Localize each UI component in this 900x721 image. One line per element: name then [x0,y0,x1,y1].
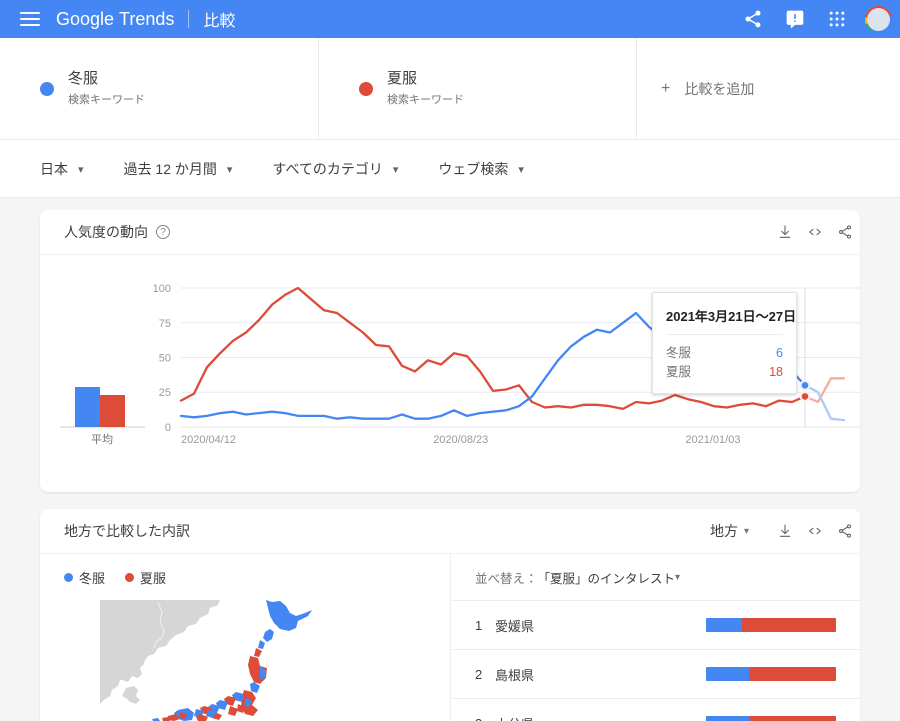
svg-text:2021/01/03: 2021/01/03 [685,434,740,446]
svg-text:0: 0 [165,422,171,434]
svg-text:2020/08/23: 2020/08/23 [433,434,488,446]
svg-text:50: 50 [159,353,171,365]
svg-text:100: 100 [153,283,171,295]
svg-text:25: 25 [159,387,171,399]
svg-text:75: 75 [159,318,171,330]
svg-text:2020/04/12: 2020/04/12 [181,434,236,446]
